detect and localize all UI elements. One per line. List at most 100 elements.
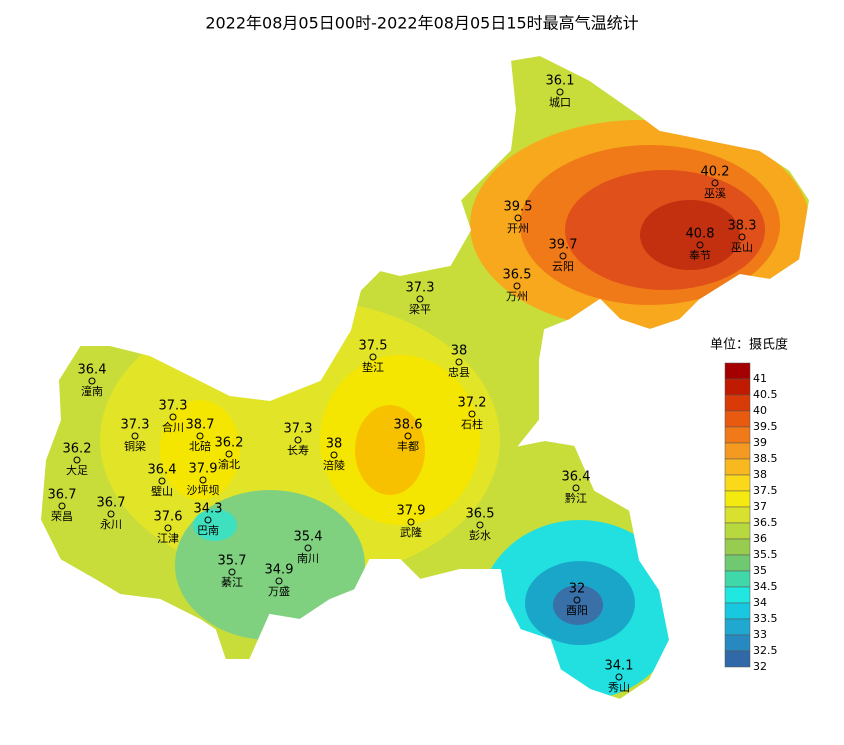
legend-label: 36.5 — [753, 516, 778, 529]
station-value: 36.4 — [148, 463, 177, 478]
legend-swatch — [724, 490, 751, 508]
station-name: 武隆 — [400, 525, 422, 539]
station-name: 酉阳 — [566, 604, 588, 617]
legend-swatch — [724, 458, 751, 476]
legend-swatch — [724, 554, 751, 572]
station-value: 38 — [326, 437, 343, 452]
station-value: 35.4 — [294, 530, 323, 545]
legend-title: 单位：摄氏度 — [710, 337, 788, 353]
station-marker — [107, 510, 115, 518]
legend-swatch — [724, 634, 751, 652]
legend-swatch — [724, 410, 751, 428]
station-name: 北碚 — [189, 439, 211, 453]
station-value: 35.7 — [218, 554, 247, 569]
station-value: 37.5 — [359, 339, 388, 354]
legend-swatch — [724, 506, 751, 524]
legend-label: 38 — [753, 468, 767, 481]
station-value: 34.1 — [605, 659, 634, 674]
station-value: 36.2 — [63, 442, 92, 457]
station-name: 合川 — [162, 420, 184, 434]
station-value: 39.7 — [549, 238, 578, 253]
title: 2022年08月05日00时-2022年08月05日15时最高气温统计 — [205, 14, 638, 33]
legend-label: 41 — [753, 372, 767, 385]
legend-swatch — [724, 538, 751, 556]
station-marker — [131, 432, 139, 440]
station-name: 巫溪 — [704, 187, 726, 200]
legend-swatch — [724, 362, 751, 380]
station-marker — [169, 413, 177, 421]
station-name: 永川 — [100, 517, 122, 531]
station-marker — [513, 282, 521, 290]
station-value: 40.8 — [686, 227, 715, 242]
station-marker — [559, 252, 567, 260]
legend-label: 33.5 — [753, 612, 778, 625]
legend-label: 35 — [753, 564, 767, 577]
station-value: 37.2 — [458, 396, 487, 411]
station-marker — [556, 88, 564, 96]
station-name: 彭水 — [469, 528, 491, 542]
station-value: 36.7 — [97, 496, 126, 511]
legend-label: 37.5 — [753, 484, 778, 497]
station-marker — [204, 516, 212, 524]
legend-label: 38.5 — [753, 452, 778, 465]
field-zone — [553, 585, 603, 625]
legend-swatch — [724, 426, 751, 444]
station-marker — [158, 477, 166, 485]
station-marker — [330, 451, 338, 459]
station-marker — [416, 295, 424, 303]
station-value: 36.5 — [503, 268, 532, 283]
station-name: 涪陵 — [323, 458, 345, 472]
station-value: 36.4 — [562, 470, 591, 485]
station-name: 黔江 — [565, 491, 587, 505]
station-marker — [304, 544, 312, 552]
station-name: 巫山 — [731, 241, 753, 254]
station-marker — [294, 436, 302, 444]
field-zone — [355, 405, 425, 495]
station-value: 38 — [451, 344, 468, 359]
station-name: 沙坪坝 — [187, 483, 220, 497]
map-outline — [38, 53, 812, 702]
station-value: 36.1 — [546, 74, 575, 89]
station-name: 渝北 — [218, 457, 240, 471]
legend-label: 39 — [753, 436, 767, 449]
station-name: 万州 — [506, 290, 528, 303]
station-marker — [196, 432, 204, 440]
legend-swatch — [724, 394, 751, 412]
station-value: 37.3 — [121, 418, 150, 433]
station-value: 36.4 — [78, 363, 107, 378]
legend-label: 32.5 — [753, 644, 778, 657]
legend-swatch — [724, 522, 751, 540]
station-value: 34.3 — [194, 502, 223, 517]
legend-swatch — [724, 442, 751, 460]
station-value: 38.3 — [728, 219, 757, 234]
legend-swatch — [724, 570, 751, 588]
station-marker — [199, 476, 207, 484]
station-name: 梁平 — [409, 302, 431, 316]
station-value: 32 — [569, 582, 586, 597]
legend-label: 34.5 — [753, 580, 778, 593]
station-marker — [468, 410, 476, 418]
legend-label: 36 — [753, 532, 767, 545]
station-name: 大足 — [66, 463, 88, 477]
station-value: 38.6 — [394, 418, 423, 433]
station-marker — [73, 456, 81, 464]
station-name: 丰都 — [397, 440, 419, 453]
legend-label: 33 — [753, 628, 767, 641]
station-value: 39.5 — [504, 200, 533, 215]
station-value: 40.2 — [701, 165, 730, 180]
station-name: 南川 — [297, 552, 319, 565]
station-name: 开州 — [507, 222, 529, 235]
station-name: 荣昌 — [51, 510, 73, 523]
legend-swatch — [724, 618, 751, 636]
legend-label: 40.5 — [753, 388, 778, 401]
field-zone — [193, 509, 237, 541]
station-name: 云阳 — [552, 260, 574, 273]
station-name: 垫江 — [362, 360, 384, 374]
station-marker — [88, 377, 96, 385]
station-name: 石柱 — [461, 417, 483, 431]
station-marker — [228, 568, 236, 576]
station-name: 巴南 — [197, 524, 219, 537]
station-marker — [476, 521, 484, 529]
station-name: 綦江 — [221, 576, 243, 589]
